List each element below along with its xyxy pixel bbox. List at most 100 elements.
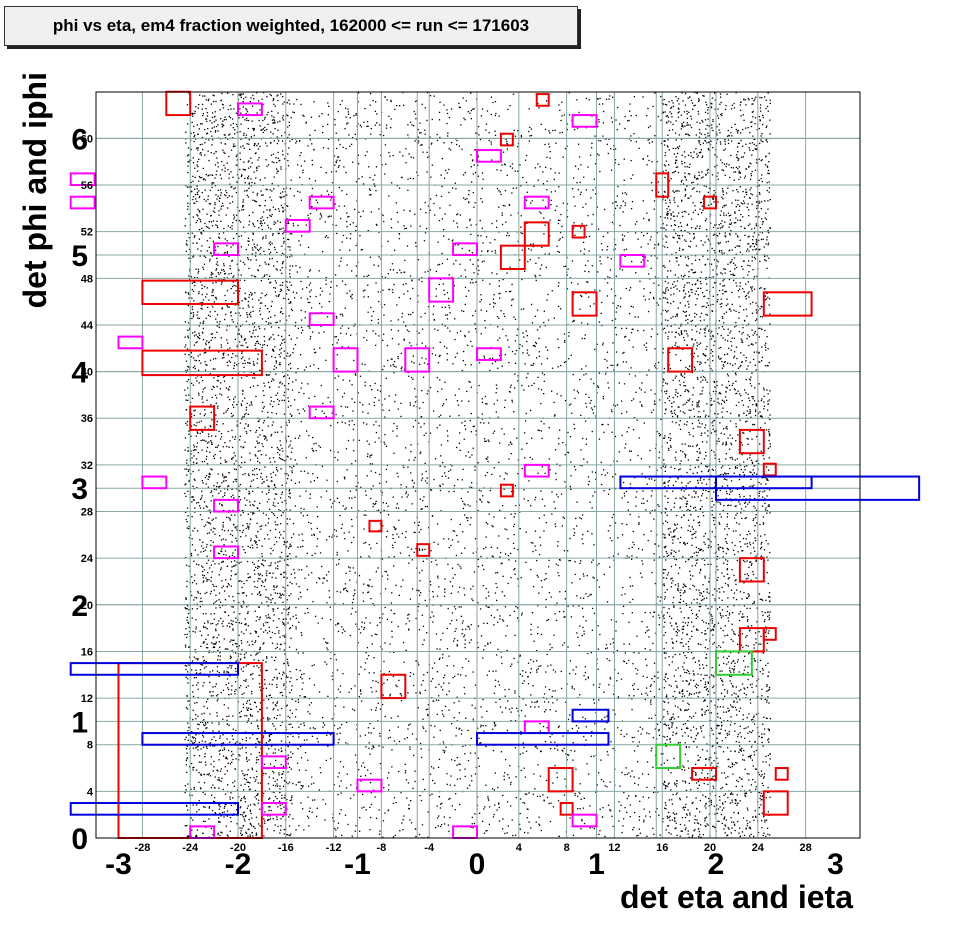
scatter-point xyxy=(722,206,724,208)
scatter-point xyxy=(204,592,206,595)
scatter-point xyxy=(192,180,194,182)
scatter-point xyxy=(239,93,241,95)
scatter-point xyxy=(202,581,204,583)
scatter-point xyxy=(259,651,261,653)
scatter-point xyxy=(765,342,767,344)
scatter-point xyxy=(671,402,673,404)
scatter-point xyxy=(210,174,212,176)
scatter-point xyxy=(232,606,234,608)
scatter-point xyxy=(229,104,231,107)
scatter-point xyxy=(187,470,189,472)
scatter-point xyxy=(192,115,194,117)
scatter-point xyxy=(278,531,281,533)
scatter-point xyxy=(216,446,218,448)
scatter-point xyxy=(221,308,223,310)
scatter-point xyxy=(670,565,673,568)
scatter-point xyxy=(688,558,690,560)
scatter-point xyxy=(670,270,672,272)
scatter-point xyxy=(206,446,209,449)
scatter-point xyxy=(290,338,292,340)
scatter-point xyxy=(202,547,204,549)
scatter-point xyxy=(233,785,235,787)
scatter-point xyxy=(186,424,188,426)
scatter-point xyxy=(185,676,187,678)
scatter-point xyxy=(210,440,212,442)
scatter-point xyxy=(705,639,707,641)
scatter-point xyxy=(681,92,683,94)
scatter-point xyxy=(205,701,208,703)
scatter-point xyxy=(281,707,283,710)
scatter-point xyxy=(233,639,235,641)
scatter-point xyxy=(668,101,670,103)
scatter-point xyxy=(253,98,255,100)
scatter-point xyxy=(290,458,292,460)
scatter-point xyxy=(289,834,291,837)
scatter-point xyxy=(203,286,206,288)
scatter-point xyxy=(227,667,229,669)
scatter-point xyxy=(274,602,276,604)
scatter-point xyxy=(198,761,201,763)
scatter-point xyxy=(258,420,260,422)
scatter-point xyxy=(254,542,257,544)
scatter-point xyxy=(699,549,701,551)
scatter-point xyxy=(209,203,212,205)
scatter-point xyxy=(270,228,272,230)
scatter-point xyxy=(219,646,221,648)
scatter-point xyxy=(214,685,216,688)
scatter-point xyxy=(241,586,243,589)
scatter-point xyxy=(734,246,736,249)
scatter-point xyxy=(198,673,201,675)
scatter-point xyxy=(218,236,220,238)
scatter-point xyxy=(279,320,281,322)
scatter-point xyxy=(196,161,199,163)
scatter-point xyxy=(717,299,719,301)
scatter-point xyxy=(225,214,227,216)
scatter-point xyxy=(283,188,285,190)
scatter-point xyxy=(253,372,255,374)
scatter-point xyxy=(666,311,668,313)
scatter-point xyxy=(196,214,198,216)
scatter-point xyxy=(262,131,264,134)
scatter-point xyxy=(231,665,233,667)
scatter-point xyxy=(284,203,286,205)
scatter-point xyxy=(227,583,229,585)
scatter-point xyxy=(235,468,237,471)
scatter-point xyxy=(766,685,768,687)
scatter-point xyxy=(694,92,696,94)
scatter-point xyxy=(746,534,748,536)
scatter-point xyxy=(279,269,282,271)
scatter-point xyxy=(277,568,279,570)
scatter-point xyxy=(205,118,207,120)
scatter-point xyxy=(668,149,670,151)
scatter-point xyxy=(197,166,199,168)
scatter-point xyxy=(235,219,237,222)
scatter-point xyxy=(200,362,202,364)
scatter-point xyxy=(720,143,722,145)
scatter-point xyxy=(264,199,267,202)
scatter-point xyxy=(272,471,274,473)
scatter-point xyxy=(723,214,725,216)
scatter-point xyxy=(699,277,701,279)
scatter-point xyxy=(746,437,748,440)
scatter-point xyxy=(287,153,289,155)
scatter-point xyxy=(281,803,283,805)
scatter-point xyxy=(202,685,204,687)
scatter-point xyxy=(235,488,238,490)
scatter-point xyxy=(185,483,187,485)
scatter-point xyxy=(223,670,225,672)
scatter-point xyxy=(193,736,195,739)
scatter-point xyxy=(208,517,210,519)
scatter-point xyxy=(672,695,674,697)
scatter-point xyxy=(698,174,700,176)
scatter-point xyxy=(198,382,200,384)
scatter-point xyxy=(268,683,271,685)
scatter-point xyxy=(743,354,745,356)
scatter-point xyxy=(271,378,274,380)
scatter-point xyxy=(200,645,202,647)
scatter-point xyxy=(242,703,245,705)
scatter-point xyxy=(279,636,281,638)
scatter-point xyxy=(198,741,200,744)
scatter-point xyxy=(769,596,771,598)
scatter-point xyxy=(260,280,262,282)
scatter-point xyxy=(214,202,216,204)
